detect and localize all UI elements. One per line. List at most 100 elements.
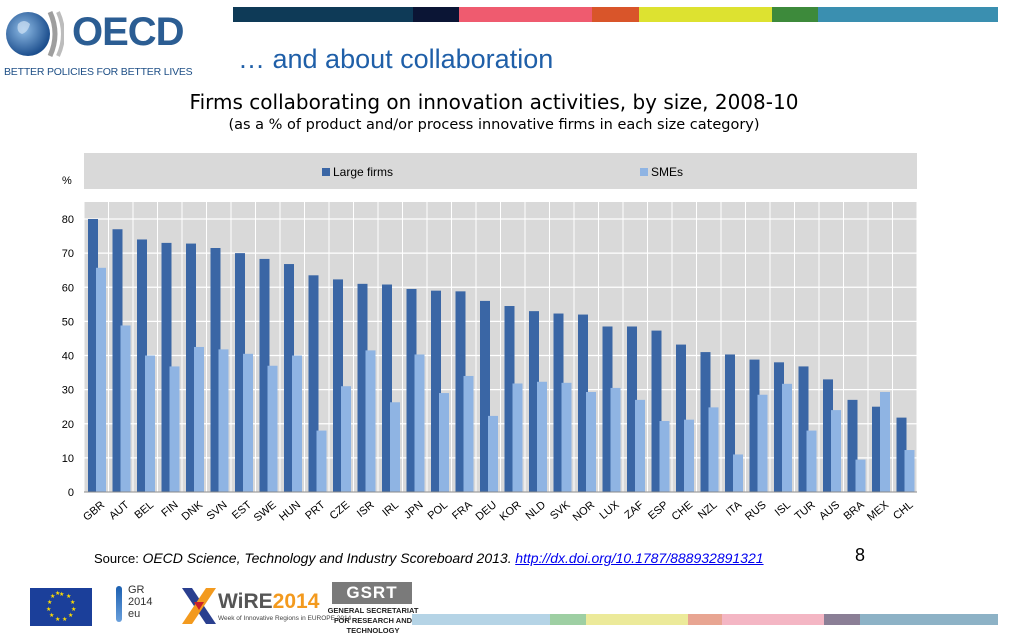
color-segment [586,614,688,625]
bar-large-firms [700,352,711,492]
x-tick-label: DEU [474,499,500,523]
bar-large-firms [235,253,245,492]
bar-large-firms [431,290,441,492]
y-tick-label: 20 [62,419,74,431]
bar-smes [145,355,155,492]
color-segment [722,614,824,625]
x-tick-label: POL [426,499,451,522]
y-tick-label: 40 [62,351,74,363]
x-tick-label: FIN [159,499,180,520]
bar-smes [365,350,376,492]
svg-text:★: ★ [68,612,73,619]
bar-large-firms [259,258,270,492]
x-tick-label: AUS [817,499,842,523]
header-color-bar [233,7,998,22]
bar-large-firms [676,344,686,492]
bar-large-firms [186,243,196,492]
logo-wordmark: OECD [72,10,185,54]
bar-large-firms [578,314,588,492]
bar-smes [463,375,474,492]
bar-smes [733,454,743,492]
x-tick-label: CZE [328,499,353,522]
x-tick-label: NOR [571,499,597,524]
bar-large-firms [774,362,784,492]
bar-large-firms [308,275,319,492]
bar-large-firms [406,288,417,492]
bar-smes [243,353,253,492]
color-segment [688,614,722,625]
svg-text:★: ★ [55,590,60,597]
bar-large-firms [88,219,98,492]
bar-large-firms [357,283,368,492]
bar-smes [708,407,719,492]
source-link[interactable]: http://dx.doi.org/10.1787/888932891321 [515,550,764,566]
bar-large-firms [210,248,221,492]
x-tick-label: CHL [891,499,916,522]
bar-smes [659,421,670,492]
color-segment [772,7,818,22]
bar-smes [586,392,596,492]
bar-large-firms [455,291,466,492]
bar-smes [439,393,449,492]
bar-large-firms [847,399,858,492]
bar-smes [782,383,792,492]
svg-text:★: ★ [59,591,64,598]
legend-swatch [322,168,330,176]
color-segment [639,7,772,22]
x-tick-label: MEX [865,499,891,524]
bar-large-firms [529,311,539,492]
color-segment [233,7,413,22]
svg-text:★: ★ [70,599,75,606]
logo-tagline: BETTER POLICIES FOR BETTER LIVES [4,66,193,78]
x-tick-label: CHE [670,499,696,523]
gsrt-box: GSRT [332,582,412,604]
wire-x-icon [182,588,216,630]
x-tick-label: ISL [773,499,793,519]
y-tick-label: 0 [68,487,74,499]
y-axis-label: % [62,175,72,187]
legend-label: Large firms [333,165,393,179]
bar-large-firms [382,284,392,492]
x-tick-label: FRA [450,499,475,523]
wire-name: WiRE2014 [218,590,320,613]
color-segment [550,614,586,625]
svg-text:★: ★ [55,616,60,623]
svg-text:★: ★ [71,606,76,613]
color-segment [413,7,459,22]
color-segment [459,7,592,22]
bar-smes [169,366,180,492]
x-tick-label: ZAF [622,499,646,522]
bar-smes [635,399,645,492]
color-segment [860,614,998,625]
bar-large-firms [627,326,637,492]
legend-label: SMEs [651,165,683,179]
bar-smes [512,383,523,492]
source-text: OECD Science, Technology and Industry Sc… [142,550,512,566]
bar-smes [904,450,915,492]
x-tick-label: SWE [252,499,279,524]
bar-smes [757,394,768,492]
legend-panel [84,153,917,189]
bar-large-firms [137,239,147,492]
bar-large-firms [749,359,760,492]
bar-smes [610,387,621,492]
color-segment [592,7,639,22]
svg-text:★: ★ [66,593,71,600]
bar-large-firms [161,242,172,492]
x-tick-label: ESP [646,499,671,522]
color-segment [412,614,550,625]
y-tick-label: 70 [62,248,74,260]
bar-smes [390,402,400,492]
y-tick-label: 10 [62,453,74,465]
x-tick-label: LUX [598,499,623,522]
bar-large-firms [480,300,490,492]
eu-flag-icon: ★ ★ ★ ★ ★ ★ ★ ★ ★ ★ ★ ★ [30,588,92,626]
y-tick-label: 30 [62,385,74,397]
bar-smes [218,349,229,492]
chart-title: Firms collaborating on innovation activi… [189,90,799,114]
bar-large-firms [725,354,735,492]
wire-subtitle: Week of Innovative Regions in EUROPE 201… [218,615,352,622]
bar-large-firms [798,366,809,492]
bar-smes [488,415,498,492]
